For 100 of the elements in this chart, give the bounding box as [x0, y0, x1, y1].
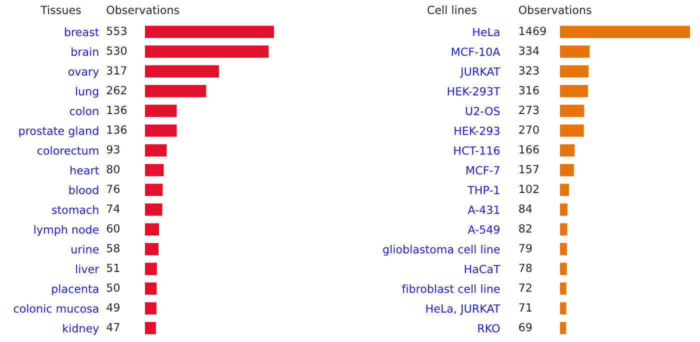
- bar: [145, 164, 164, 176]
- y-tick-label: brain: [72, 47, 98, 56]
- data-label: 323: [519, 66, 539, 75]
- y-tick-label: liver: [76, 264, 100, 274]
- data-label: 80: [106, 164, 120, 174]
- bar: [560, 282, 566, 295]
- y-tick-label: stomach: [52, 205, 98, 214]
- bar: [145, 243, 159, 256]
- bar: [145, 26, 274, 38]
- y-tick-label: U2-OS: [466, 106, 500, 116]
- bar: [560, 322, 566, 334]
- bar: [145, 124, 177, 137]
- data-label: 166: [520, 145, 539, 154]
- bar: [560, 164, 574, 176]
- data-label: 334: [519, 46, 539, 55]
- bar: [560, 124, 584, 137]
- bar: [560, 104, 584, 117]
- y-tick-label: RKO: [478, 324, 500, 333]
- data-label: 273: [519, 106, 539, 114]
- y-tick-label: breast: [65, 28, 99, 36]
- bar: [145, 204, 162, 216]
- x-axis-title: Observations: [518, 6, 592, 14]
- data-label: 102: [520, 184, 538, 194]
- data-label: 76: [107, 184, 120, 194]
- y-tick-label: MCF-7: [466, 166, 500, 175]
- bar: [145, 184, 163, 196]
- data-label: 82: [519, 224, 532, 233]
- y-tick-label: prostate gland: [19, 126, 98, 138]
- bar: [560, 243, 567, 256]
- y-tick-label: fibroblast cell line: [402, 284, 500, 294]
- y-tick-label: A-431: [468, 206, 500, 214]
- data-label: 317: [106, 66, 126, 75]
- y-tick-label: HeLa, JURKAT: [426, 304, 500, 315]
- bar: [560, 204, 568, 216]
- data-label: 136: [107, 106, 127, 114]
- bar: [145, 262, 157, 275]
- y-tick-label: placenta: [52, 284, 98, 296]
- bar: [145, 46, 269, 58]
- data-label: 69: [519, 322, 532, 332]
- y-tick-label: HaCaT: [464, 264, 500, 274]
- data-label: 262: [106, 86, 126, 94]
- bar: [145, 282, 157, 295]
- bar: [560, 26, 690, 38]
- y-tick-label: colon: [70, 106, 98, 116]
- y-tick-label: urine: [72, 244, 99, 254]
- y-tick-label: HeLa: [473, 28, 500, 36]
- data-label: 136: [107, 125, 127, 134]
- data-label: 553: [106, 26, 126, 36]
- y-tick-label: JURKAT: [460, 67, 500, 78]
- y-tick-label: THP-1: [468, 186, 500, 194]
- data-label: 270: [519, 125, 539, 134]
- data-label: 51: [106, 264, 120, 272]
- bar: [560, 144, 575, 156]
- y-tick-label: HCT-116: [454, 146, 500, 155]
- y-tick-label: HEK-293T: [448, 87, 500, 96]
- y-tick-label: A-549: [468, 225, 500, 234]
- bar: [560, 223, 568, 236]
- bar: [145, 85, 206, 98]
- data-label: 78: [519, 264, 532, 272]
- bar: [560, 46, 590, 58]
- bar: [560, 85, 588, 98]
- data-label: 530: [106, 46, 127, 55]
- data-label: 58: [106, 244, 120, 252]
- bar: [145, 65, 219, 78]
- data-label: 1469: [520, 26, 546, 36]
- bar: [145, 104, 177, 117]
- x-axis-title: Observations: [106, 6, 180, 14]
- y-axis-title: Tissues: [40, 6, 81, 14]
- data-label: 47: [106, 323, 120, 332]
- bar: [145, 223, 159, 236]
- y-tick-label: lymph node: [34, 225, 99, 236]
- bar: [145, 322, 156, 334]
- y-tick-label: ovary: [68, 69, 99, 78]
- bar: [145, 144, 167, 156]
- y-axis-title: Cell lines: [428, 6, 477, 14]
- data-label: 50: [106, 283, 120, 292]
- y-tick-label: colorectum: [38, 146, 98, 155]
- bar: [560, 302, 566, 314]
- y-tick-label: lung: [76, 86, 98, 98]
- data-label: 71: [519, 303, 532, 312]
- y-tick-label: colonic mucosa: [14, 304, 98, 313]
- data-label: 84: [519, 204, 532, 213]
- bar: [560, 184, 570, 196]
- bar: [560, 262, 567, 275]
- data-label: 60: [106, 224, 120, 233]
- data-label: 316: [519, 86, 539, 94]
- bar: [145, 302, 156, 314]
- y-tick-label: blood: [69, 186, 98, 194]
- y-tick-label: kidney: [63, 324, 99, 335]
- y-tick-label: HEK-293: [454, 126, 500, 136]
- data-label: 93: [106, 145, 120, 154]
- data-label: 74: [107, 204, 120, 213]
- data-label: 79: [519, 244, 532, 252]
- bar: [560, 65, 589, 78]
- data-label: 72: [519, 283, 532, 292]
- y-tick-label: glioblastoma cell line: [383, 244, 500, 256]
- data-label: 157: [520, 165, 539, 174]
- data-label: 49: [106, 303, 120, 312]
- y-tick-label: heart: [70, 166, 99, 175]
- y-tick-label: MCF-10A: [452, 48, 500, 56]
